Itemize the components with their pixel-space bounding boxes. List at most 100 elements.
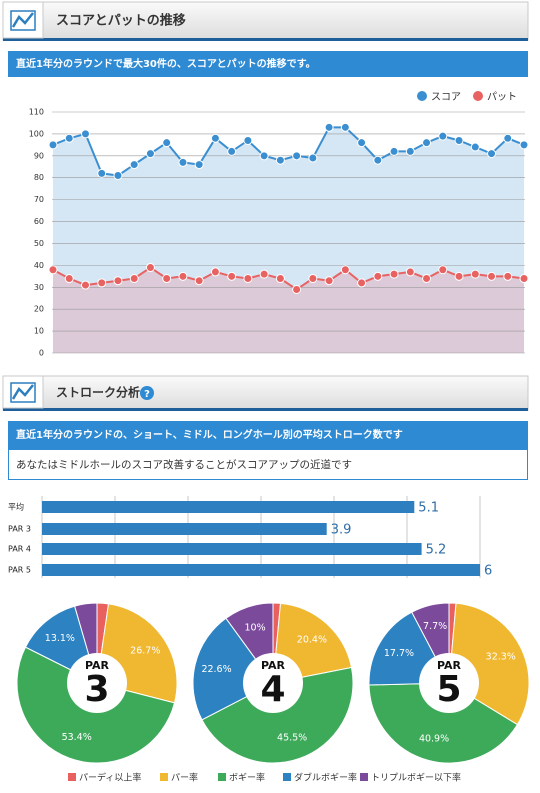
legend-label: スコア [431,92,461,103]
data-point [97,278,107,288]
pie-slice [192,617,274,721]
icon-frame [10,10,36,31]
bar [42,523,327,535]
slice-label: 40.9% [419,734,449,745]
bar [42,543,422,555]
data-point [162,138,172,148]
data-point [80,280,90,290]
legend-label: トリプルボギー以下率 [371,772,461,784]
data-point [519,140,529,150]
data-point [503,271,513,281]
data-point [324,122,334,132]
help-icon[interactable] [140,386,154,400]
data-point [227,271,237,281]
pie-subtitle: PAR [261,659,286,672]
icon-frame [10,382,36,403]
legend-swatch [283,773,291,781]
data-point [162,274,172,284]
y-tick-label: 70 [34,195,44,204]
icon-line [11,12,34,28]
data-point [48,265,58,275]
bar [42,564,480,576]
slice-label: 20.4% [297,634,327,645]
series-area [53,267,524,353]
help-icon-mark[interactable]: ? [144,389,150,400]
value-label: 3.9 [331,523,352,538]
data-point [259,151,269,161]
data-point [129,160,139,170]
data-point [145,149,155,159]
legend-swatch [218,773,226,781]
data-point [97,168,107,178]
data-point [292,284,302,294]
pie-title: 3 [84,669,109,710]
legend-swatch [68,773,76,781]
value-label: 5.2 [426,543,447,558]
data-point [389,269,399,279]
pie-center [243,653,303,713]
data-point [194,276,204,286]
slice-label: 13.1% [45,633,75,644]
data-point [243,274,253,284]
data-point [210,267,220,277]
category-label: PAR 5 [8,566,31,575]
slice-label: 32.3% [486,651,516,662]
data-point [503,133,513,143]
data-point [48,140,58,150]
y-tick-label: 0 [39,349,44,358]
slice-label: 45.5% [277,732,307,743]
description-bar [8,421,528,449]
section-title: スコアとパットの推移 [56,13,186,29]
legend-label: パット [487,91,517,103]
pie-center [419,653,479,713]
slice-label: 10% [245,622,266,633]
category-label: PAR 4 [8,545,31,554]
data-point [373,271,383,281]
data-point [519,274,529,284]
y-tick-label: 40 [34,261,44,270]
data-point [259,269,269,279]
y-tick-label: 20 [34,305,44,314]
header-border [3,408,528,411]
section-header [2,1,529,41]
message-box [8,449,528,480]
pie-slice [368,682,519,764]
y-tick-label: 50 [34,239,44,248]
data-point [275,274,285,284]
data-point [64,274,74,284]
data-point [292,151,302,161]
data-point [308,153,318,163]
data-point [438,131,448,141]
data-point [178,157,188,167]
section-title: ストローク分析 [56,385,140,400]
data-point [64,133,74,143]
data-point [324,276,334,286]
data-point [454,271,464,281]
data-point [227,146,237,156]
section-header [2,375,529,411]
description: 直近1年分のラウンドの、ショート、ミドル、ロングホール別の平均ストローク数です [16,428,403,441]
slice-label: 53.4% [62,732,92,743]
legend-label: パーディ以上率 [79,772,141,784]
value-label: 6 [484,564,492,579]
legend-swatch [360,773,368,781]
pie-title: 5 [436,669,461,710]
data-point [308,274,318,284]
y-tick-label: 100 [29,129,44,138]
legend-marker [473,91,483,101]
data-point [113,276,123,286]
description: 直近1年分のラウンドで最大30件の、スコアとパットの推移です。 [16,57,316,70]
data-point [210,133,220,143]
data-point [80,129,90,139]
slice-label: 7.7% [423,621,447,632]
data-point [405,267,415,277]
data-point [194,160,204,170]
data-point [357,278,367,288]
data-point [243,135,253,145]
category-label: PAR 3 [8,525,31,534]
message: あなたはミドルホールのスコア改善することがスコアアップの近道です [16,458,352,471]
slice-label: 26.7% [130,645,160,656]
data-point [340,122,350,132]
